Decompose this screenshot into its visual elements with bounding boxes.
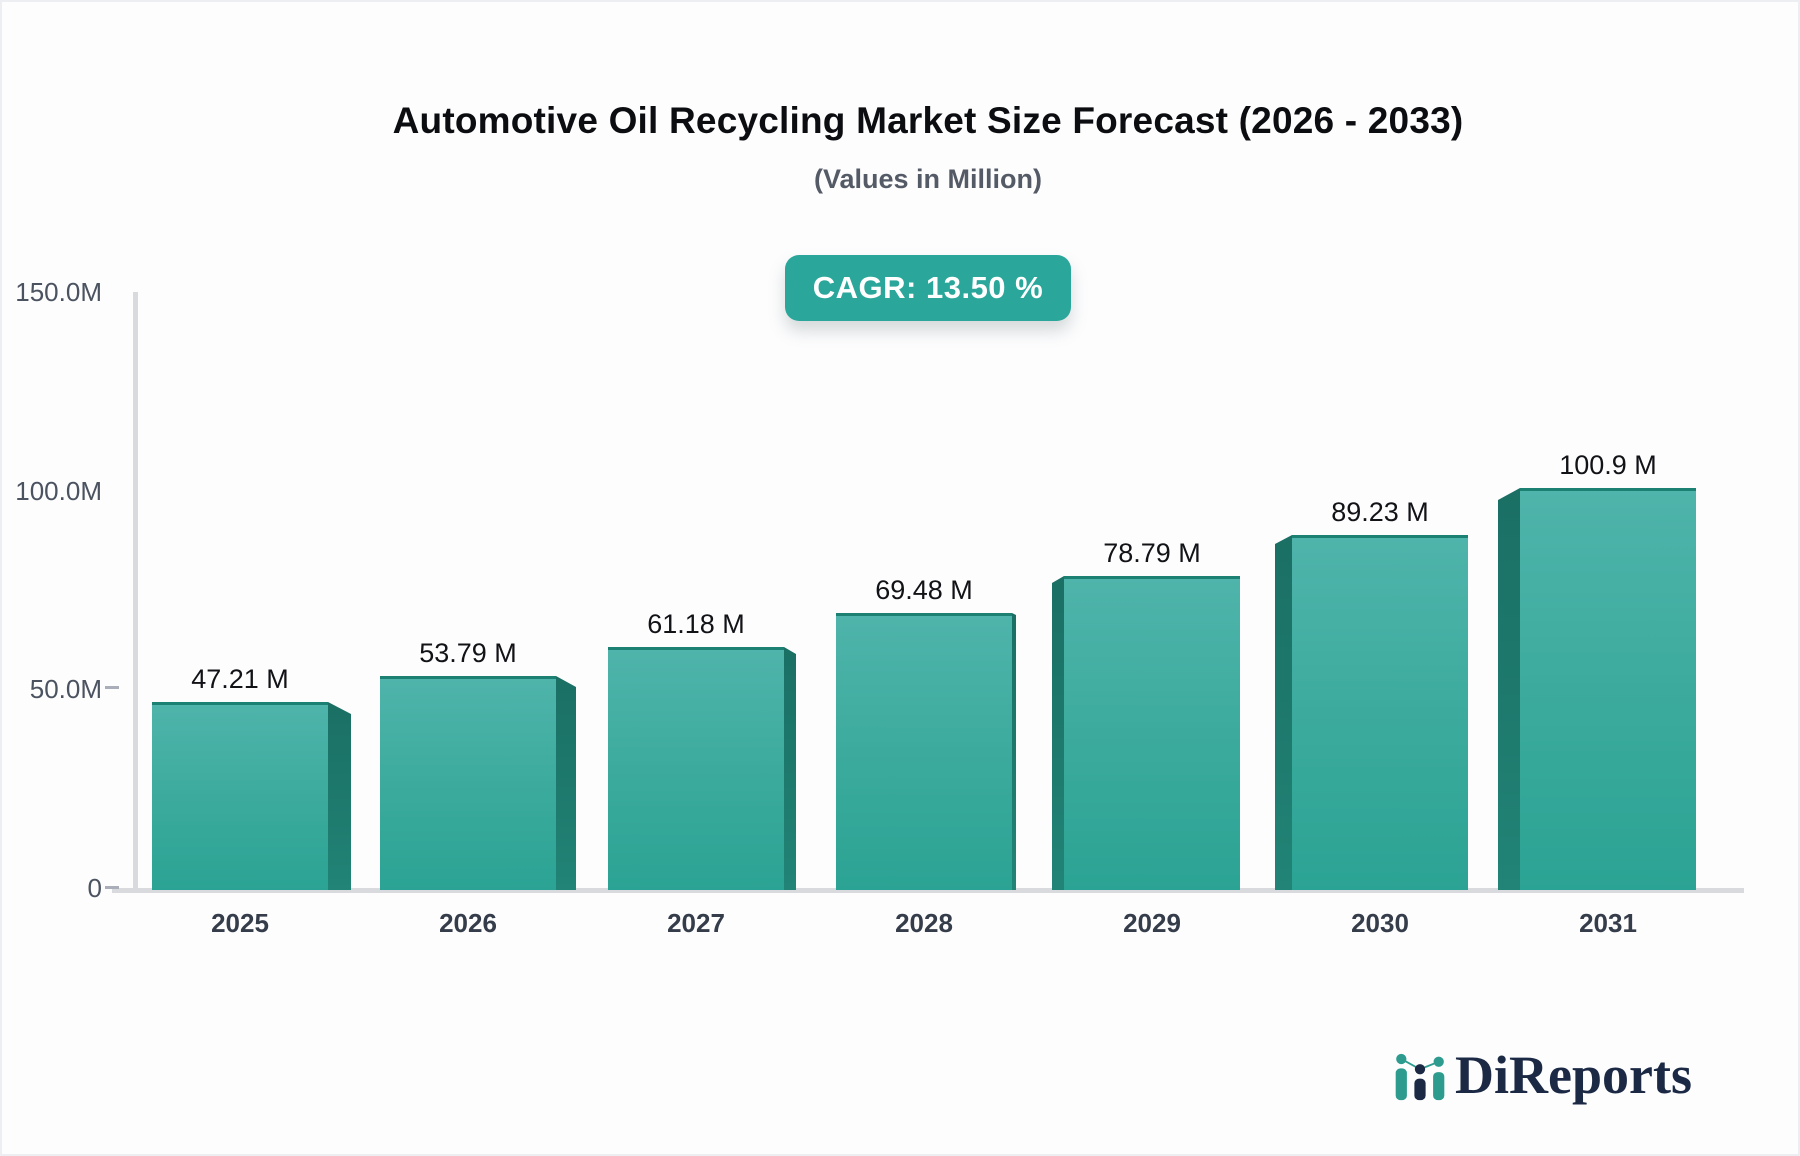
y-tick-mark-0	[105, 886, 119, 889]
bar-face	[836, 613, 1012, 890]
y-tick-label-150: 150.0M	[15, 277, 102, 307]
x-axis-label-2029: 2029	[1123, 908, 1181, 938]
x-axis-label-2027: 2027	[667, 908, 725, 938]
bar-3d-side	[1012, 613, 1016, 890]
bar-value-label: 78.79 M	[1103, 538, 1201, 568]
cagr-badge-row: CAGR: 13.50 %	[58, 255, 1798, 321]
x-axis-label-2025: 2025	[211, 908, 269, 938]
bar-value-label: 53.79 M	[419, 638, 517, 668]
bar-face	[380, 676, 556, 890]
y-tick-label-0: 0	[87, 873, 102, 903]
bar-value-label: 100.9 M	[1559, 450, 1657, 480]
bar-value-label: 61.18 M	[647, 609, 745, 639]
bar-value-label: 69.48 M	[875, 575, 973, 605]
x-axis-label-2031: 2031	[1579, 908, 1637, 938]
chart-subtitle: (Values in Million)	[813, 164, 1043, 194]
direports-logo-icon	[1395, 1053, 1445, 1101]
y-tick-mark-50	[105, 686, 119, 689]
bar-3d-side	[1052, 576, 1064, 890]
x-axis-label-2030: 2030	[1351, 908, 1409, 938]
y-axis-line	[133, 292, 138, 893]
bar-3d-side	[556, 676, 576, 890]
cagr-badge: CAGR: 13.50 %	[784, 255, 1072, 321]
chart-title: Automotive Oil Recycling Market Size For…	[392, 100, 1464, 141]
x-axis-baseline	[112, 888, 1744, 893]
x-axis-label-2028: 2028	[895, 908, 953, 938]
bar-3d-side	[1275, 535, 1292, 890]
bar-face	[608, 647, 784, 890]
direports-logo: DiReports	[1391, 1044, 1692, 1102]
bar-3d-side	[784, 647, 796, 890]
y-tick-label-50: 50.0M	[29, 674, 102, 704]
bar-face	[1292, 535, 1468, 890]
direports-logo-text: DiReports	[1455, 1045, 1692, 1105]
x-axis-label-2026: 2026	[439, 908, 497, 938]
y-tick-label-100: 100.0M	[15, 476, 102, 506]
bar-face	[1064, 576, 1240, 890]
bar-3d-side	[1498, 488, 1520, 890]
bar-3d-side	[328, 702, 351, 890]
bar-face	[1520, 488, 1696, 890]
bar-value-label: 47.21 M	[191, 664, 289, 694]
bar-value-label: 89.23 M	[1331, 497, 1429, 527]
bar-face	[152, 702, 328, 890]
